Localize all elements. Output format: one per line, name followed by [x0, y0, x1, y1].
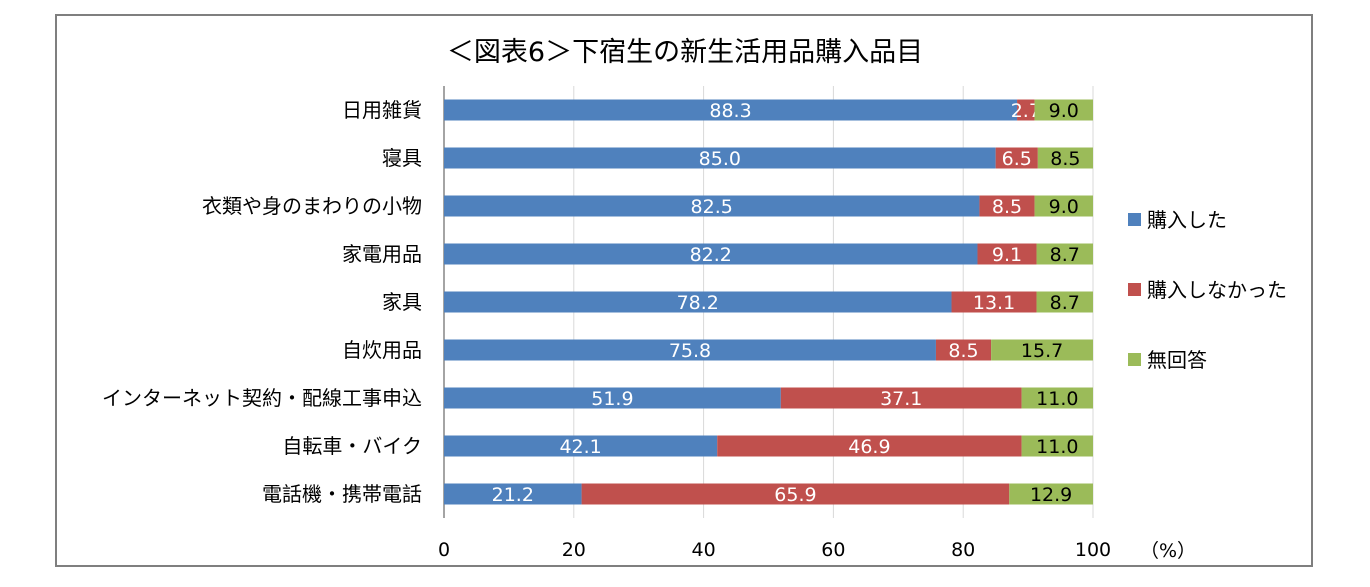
chart-title: ＜図表6＞下宿生の新生活用品購入品目	[446, 37, 924, 68]
bar-segment	[1009, 483, 1093, 505]
data-label: 8.5	[1050, 148, 1080, 170]
category-label: 衣類や身のまわりの小物	[202, 194, 422, 218]
bar-segment	[951, 291, 1037, 313]
data-label: 65.9	[774, 484, 816, 506]
legend-label-not-purchased: 購入しなかった	[1147, 278, 1287, 302]
bar-segment	[581, 483, 1010, 505]
data-label: 2.7	[1011, 100, 1041, 122]
bar-segment	[444, 243, 978, 265]
data-label: 15.7	[1021, 340, 1063, 362]
bar-segment	[444, 483, 582, 505]
data-label: 42.1	[559, 436, 601, 458]
x-tick-label: 100	[1075, 539, 1111, 561]
legend-swatch-no-answer	[1128, 353, 1141, 366]
bar-segment	[444, 99, 1018, 121]
bar-segment	[444, 195, 980, 217]
legend-swatch-purchased	[1128, 213, 1141, 226]
bar-segment	[444, 387, 781, 409]
category-label: インターネット契約・配線工事申込	[102, 386, 422, 410]
category-label: 寝具	[382, 146, 422, 170]
data-label: 82.5	[691, 196, 733, 218]
bar-segment	[1036, 291, 1093, 313]
category-label: 電話機・携帯電話	[262, 482, 422, 506]
data-label: 78.2	[677, 292, 719, 314]
bar-segment	[1036, 243, 1093, 265]
bar-segment	[979, 195, 1035, 217]
data-label: 37.1	[880, 388, 922, 410]
data-label: 6.5	[1002, 148, 1032, 170]
x-tick-label: 40	[692, 539, 716, 561]
data-label: 12.9	[1030, 484, 1072, 506]
x-tick-label: 60	[821, 539, 845, 561]
bar-segment	[444, 435, 718, 457]
data-label: 13.1	[973, 292, 1015, 314]
legend-item-purchased: 購入した	[1128, 208, 1227, 232]
category-label: 家具	[382, 290, 422, 314]
data-label: 21.2	[492, 484, 534, 506]
data-label: 88.3	[709, 100, 751, 122]
x-tick-label: 20	[562, 539, 586, 561]
data-label: 9.0	[1049, 196, 1079, 218]
legend-swatch-not-purchased	[1128, 283, 1141, 296]
bar-segment	[995, 147, 1038, 169]
legend-label-no-answer: 無回答	[1147, 348, 1207, 372]
data-label: 8.7	[1050, 292, 1080, 314]
legend-item-not-purchased: 購入しなかった	[1128, 278, 1287, 302]
data-label: 9.1	[992, 244, 1022, 266]
bar-segment	[1021, 435, 1093, 457]
category-label: 自転車・バイク	[282, 434, 422, 458]
bar-segment	[1017, 99, 1035, 121]
bar-segment	[1021, 387, 1093, 409]
legend-item-no-answer: 無回答	[1128, 348, 1207, 372]
data-label: 46.9	[848, 436, 890, 458]
bar-segment	[717, 435, 1022, 457]
legend-label-purchased: 購入した	[1147, 208, 1227, 232]
category-label: 日用雑貨	[342, 98, 422, 122]
bar-segment	[1034, 195, 1093, 217]
data-label: 75.8	[669, 340, 711, 362]
bar-segment	[444, 339, 936, 361]
data-label: 8.5	[948, 340, 978, 362]
data-label: 9.0	[1049, 100, 1079, 122]
bar-segment	[977, 243, 1037, 265]
x-axis-unit-label: （%）	[1140, 540, 1197, 562]
bar-segment	[444, 291, 952, 313]
bar-segment	[1037, 147, 1093, 169]
bar-segment	[991, 339, 1093, 361]
data-label: 51.9	[591, 388, 633, 410]
category-label: 自炊用品	[342, 338, 422, 362]
data-label: 8.5	[992, 196, 1022, 218]
data-label: 11.0	[1036, 388, 1078, 410]
data-label: 11.0	[1036, 436, 1078, 458]
x-tick-label: 0	[438, 539, 450, 561]
category-label: 家電用品	[342, 242, 422, 266]
bar-segment	[444, 147, 996, 169]
bar-segment	[1034, 99, 1093, 121]
data-label: 8.7	[1050, 244, 1080, 266]
data-label: 85.0	[699, 148, 741, 170]
data-label: 82.2	[690, 244, 732, 266]
x-tick-label: 80	[951, 539, 975, 561]
bar-segment	[780, 387, 1022, 409]
bar-segment	[935, 339, 992, 361]
